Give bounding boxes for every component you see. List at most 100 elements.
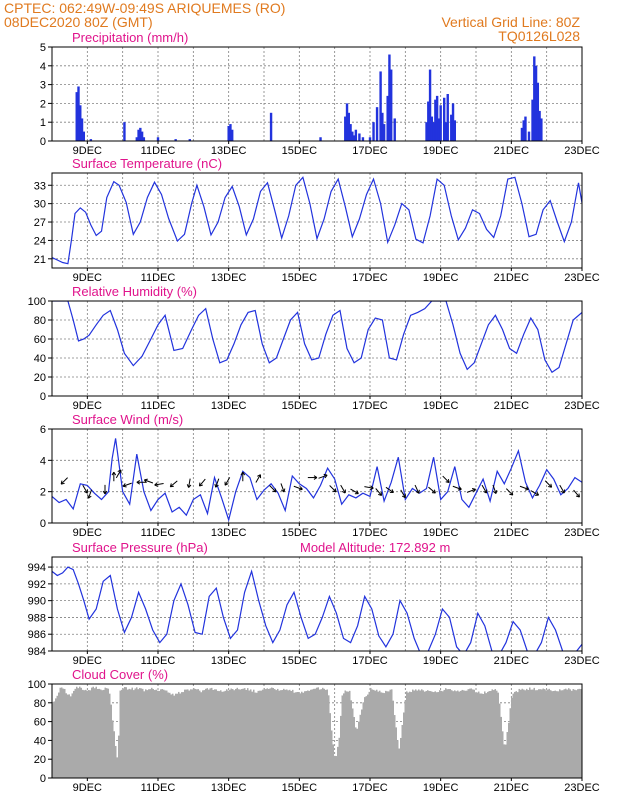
precip-bar — [375, 107, 379, 141]
y-tick-label: 2 — [40, 487, 46, 499]
cloud-column — [365, 696, 367, 778]
cloud-column — [437, 692, 439, 778]
cloud-column — [524, 690, 526, 778]
y-tick-label: 0 — [40, 136, 46, 148]
x-tick-label: 11DEC — [141, 272, 176, 284]
x-tick-label: 9DEC — [73, 272, 102, 284]
cloud-column — [127, 689, 129, 778]
cloud-column — [458, 691, 460, 778]
cloud-column — [187, 689, 189, 778]
precip-bar — [381, 112, 384, 141]
y-tick-label: 100 — [28, 679, 46, 691]
cloud-column — [91, 687, 93, 778]
precip-bar — [139, 127, 142, 141]
cloud-column — [428, 690, 430, 778]
cloud-column — [130, 689, 132, 778]
cloud-column — [400, 737, 402, 778]
y-tick-label: 33 — [34, 180, 46, 192]
x-tick-label: 17DEC — [352, 145, 388, 157]
x-tick-label: 15DEC — [282, 272, 318, 284]
x-tick-label: 17DEC — [352, 400, 388, 412]
x-tick-label: 21DEC — [494, 145, 530, 157]
cloud-column — [112, 720, 114, 778]
cloud-column — [517, 692, 519, 778]
cloud-column — [110, 704, 112, 778]
cloud-column — [503, 744, 505, 778]
precip-bar — [382, 124, 386, 141]
cloud-column — [197, 689, 199, 778]
x-tick-label: 21DEC — [494, 782, 530, 794]
cloud-column — [532, 689, 534, 778]
precip-bar — [269, 112, 273, 141]
wind-vector-arrow — [385, 486, 394, 494]
wind-vector-arrow — [340, 484, 346, 494]
cloud-column — [169, 692, 171, 778]
cloud-column — [176, 693, 178, 778]
precip-bar — [142, 137, 146, 141]
cloud-column — [274, 689, 276, 778]
y-tick-label: 990 — [28, 596, 46, 608]
cloud-column — [490, 690, 492, 778]
cloud-column — [56, 695, 58, 778]
cloud-column — [491, 689, 493, 778]
cloud-column — [62, 688, 64, 778]
cloud-column — [236, 687, 238, 778]
cloud-column — [373, 689, 375, 778]
cloud-column — [449, 689, 451, 778]
cloud-column — [251, 691, 253, 778]
pressure-panel: 984 986 988 990 992 994 9DEC 11DEC 13DEC 15DEC 17D… — [28, 540, 600, 667]
x-tick-label: 13DEC — [211, 400, 247, 412]
cloud-column — [259, 690, 261, 778]
cloud-column — [451, 690, 453, 778]
y-tick-label: 986 — [28, 629, 46, 641]
precip-bar — [79, 105, 82, 141]
wind-vector-arrow — [280, 483, 286, 493]
cloud-column — [427, 690, 429, 778]
cloud-column — [185, 689, 187, 778]
cloud-column — [109, 693, 111, 778]
cloud-column — [323, 688, 325, 778]
x-tick-label: 13DEC — [211, 782, 247, 794]
precip-bar — [344, 116, 347, 141]
x-tick-label: 23DEC — [564, 527, 600, 539]
cloud-column — [101, 690, 103, 778]
cloud-column — [314, 688, 316, 778]
cloud-column — [436, 692, 438, 778]
cloud-column — [125, 687, 127, 778]
cloud-column — [413, 690, 415, 778]
cloud-column — [281, 690, 283, 778]
cloud-column — [343, 693, 345, 778]
precip-bar — [425, 122, 428, 141]
cloud-column — [580, 689, 582, 778]
precip-bar — [347, 112, 350, 141]
wind-vector-arrow — [115, 469, 122, 479]
cloud-column — [245, 689, 247, 778]
cloud-column — [100, 689, 102, 778]
cloud-column — [278, 690, 280, 778]
wind-vector-arrow — [530, 490, 540, 496]
cloud-column — [98, 688, 100, 778]
cloud-column — [214, 689, 216, 778]
cloud-column — [397, 740, 399, 778]
cloud-column — [485, 693, 487, 778]
cloud-column — [68, 694, 70, 778]
x-tick-label: 15DEC — [282, 655, 318, 667]
cloud-column — [83, 690, 85, 778]
cloud-column — [542, 688, 544, 778]
cloud-column — [533, 687, 535, 778]
cloud-column — [52, 703, 54, 778]
precip-bar — [229, 124, 232, 141]
cloud-column — [433, 692, 435, 778]
cloud-column — [304, 691, 306, 778]
cloud-column — [571, 690, 573, 778]
cloud-column — [370, 687, 372, 778]
cloud-column — [122, 688, 124, 778]
cloud-column — [349, 690, 351, 778]
cloud-column — [286, 689, 288, 778]
cloud-column — [170, 694, 172, 778]
cloud-column — [64, 688, 66, 778]
humidity-panel: 0 20 40 60 80 100 9DEC 11DEC 13DEC 15DEC 17DEC 19DE… — [28, 284, 600, 412]
y-tick-label: 60 — [34, 717, 46, 729]
cloud-column — [209, 688, 211, 778]
cloud-column — [131, 687, 133, 778]
